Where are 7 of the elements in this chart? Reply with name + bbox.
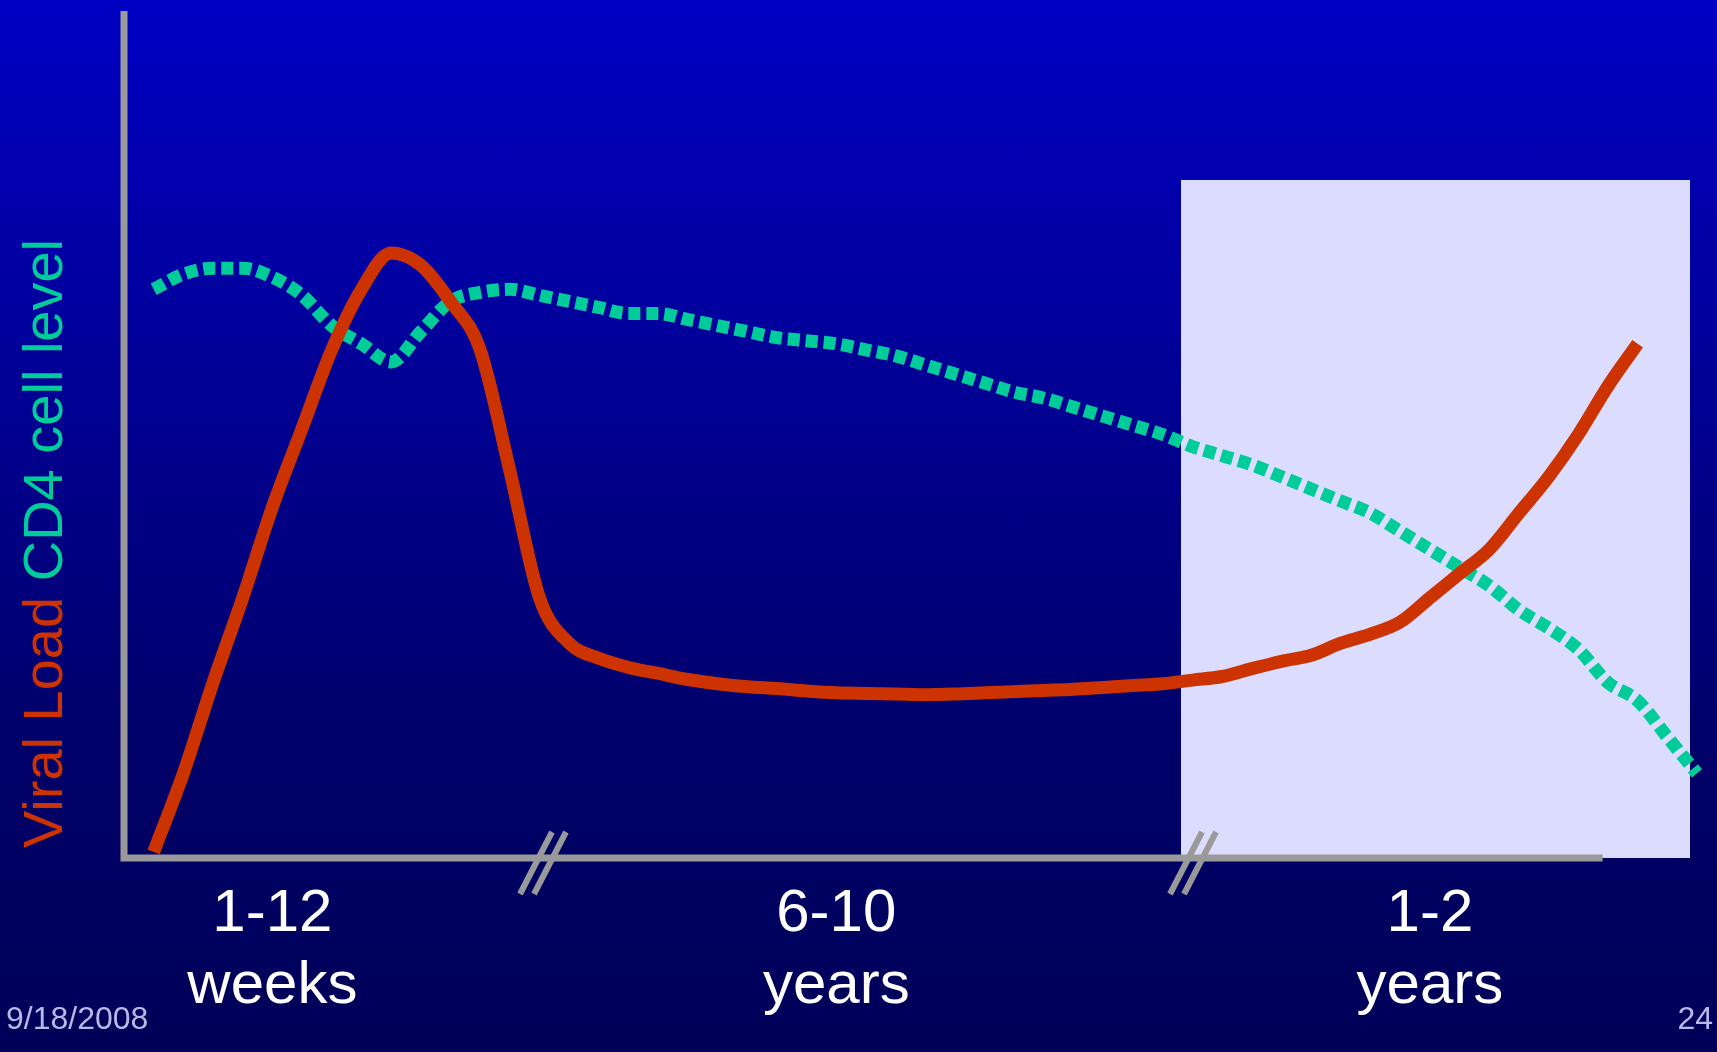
text: CD4 cell level xyxy=(11,238,74,582)
x-tick-label: 6-10 years xyxy=(762,876,910,1016)
x-tick-label: 1-2 years xyxy=(1356,876,1504,1016)
text: 9/18/2008 xyxy=(6,1000,149,1037)
text: Viral Load xyxy=(11,596,74,848)
text: 24 xyxy=(1677,1000,1713,1037)
x-tick-label: 1-12 weeks xyxy=(186,876,358,1016)
